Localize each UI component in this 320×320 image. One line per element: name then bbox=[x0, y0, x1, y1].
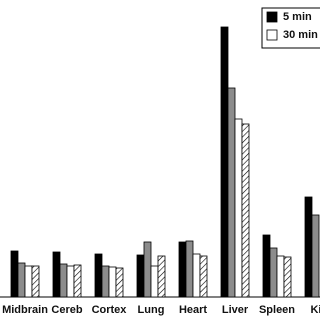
bar bbox=[304, 196, 313, 298]
bar bbox=[73, 264, 82, 298]
x-tick-label: Cortex bbox=[92, 304, 128, 316]
bar bbox=[192, 253, 201, 298]
legend-label: 5 min bbox=[283, 11, 312, 23]
bar bbox=[269, 247, 278, 298]
x-tick-label: Midbrain bbox=[2, 304, 48, 316]
bar bbox=[157, 255, 166, 298]
bar bbox=[262, 234, 271, 298]
x-tick-label: Kie bbox=[310, 304, 320, 316]
bar bbox=[185, 240, 194, 298]
legend-swatch bbox=[266, 29, 278, 41]
bar bbox=[94, 253, 103, 298]
bar bbox=[150, 265, 159, 298]
bar bbox=[276, 255, 285, 298]
x-tick-label: Heart bbox=[179, 304, 207, 316]
bar bbox=[31, 265, 40, 298]
bar bbox=[227, 87, 236, 298]
bar bbox=[136, 254, 145, 298]
bar bbox=[178, 241, 187, 298]
bar bbox=[101, 265, 110, 298]
x-tick-label: Cereb bbox=[51, 304, 82, 316]
bar bbox=[115, 267, 124, 298]
x-tick-label: Lung bbox=[138, 304, 165, 316]
bar bbox=[311, 214, 320, 298]
bar bbox=[52, 251, 61, 298]
bar bbox=[24, 265, 33, 298]
bar bbox=[234, 118, 243, 298]
bar bbox=[17, 262, 26, 298]
legend-swatch bbox=[266, 11, 278, 23]
bar bbox=[220, 26, 229, 298]
bar bbox=[241, 123, 250, 298]
bar bbox=[66, 265, 75, 298]
bar bbox=[199, 255, 208, 298]
x-tick-label: Liver bbox=[222, 304, 249, 316]
bar bbox=[108, 266, 117, 298]
bar bbox=[59, 263, 68, 298]
x-tick-label: Spleen bbox=[259, 304, 295, 316]
bar bbox=[143, 241, 152, 298]
legend-label: 30 min bbox=[283, 29, 318, 41]
bar bbox=[283, 256, 292, 298]
bar bbox=[10, 250, 19, 298]
